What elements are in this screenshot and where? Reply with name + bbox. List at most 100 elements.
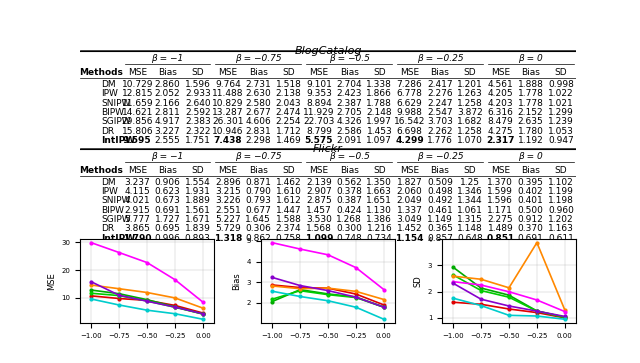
Text: β = −0.75: β = −0.75 [235,54,282,63]
Text: 5.227: 5.227 [215,215,241,224]
Text: 0.611: 0.611 [548,233,574,242]
Text: 11.929: 11.929 [303,108,335,117]
Text: 2.831: 2.831 [245,127,271,136]
Text: 1.568: 1.568 [306,224,332,233]
Text: 22.703: 22.703 [303,117,335,126]
Text: 1.776: 1.776 [427,136,452,145]
Text: 1.671: 1.671 [185,215,211,224]
Text: 1.258: 1.258 [457,127,483,136]
Text: 1.315: 1.315 [457,215,483,224]
Text: 11.659: 11.659 [122,99,153,108]
Text: 0.998: 0.998 [548,80,574,89]
Text: SNIPW: SNIPW [101,196,131,205]
Text: 4.205: 4.205 [488,89,513,98]
Text: Methods: Methods [79,166,123,175]
Text: IntIPW: IntIPW [101,233,135,242]
Text: 1.130: 1.130 [366,205,392,215]
Text: 0.758: 0.758 [276,233,301,242]
Text: 0.623: 0.623 [155,187,180,196]
Text: SD: SD [554,68,567,77]
Text: 0.562: 0.562 [336,178,362,187]
Text: 4.275: 4.275 [488,127,513,136]
Text: 0.947: 0.947 [548,136,573,145]
Text: 0.402: 0.402 [518,187,543,196]
Text: 5.575: 5.575 [305,136,333,145]
Text: 2.551: 2.551 [215,205,241,215]
Text: DR: DR [101,224,114,233]
Text: 0.691: 0.691 [155,205,180,215]
Text: 1.588: 1.588 [276,215,301,224]
Text: 3.237: 3.237 [124,178,150,187]
Text: 3.872: 3.872 [457,108,483,117]
Text: 10.729: 10.729 [122,80,153,89]
Text: 5.729: 5.729 [215,224,241,233]
Text: 0.790: 0.790 [245,187,271,196]
Text: 2.152: 2.152 [518,108,543,117]
Text: 0.996: 0.996 [155,233,180,242]
Text: 0.648: 0.648 [457,233,483,242]
Text: DM: DM [101,80,116,89]
Text: Bias: Bias [340,68,358,77]
Text: 3.865: 3.865 [124,224,150,233]
Text: 2.896: 2.896 [215,178,241,187]
Text: MSE: MSE [400,166,419,175]
Text: 4.606: 4.606 [245,117,271,126]
Text: 1.712: 1.712 [276,127,301,136]
Text: 1.596: 1.596 [488,196,513,205]
Text: 1.053: 1.053 [548,127,574,136]
Text: 2.915: 2.915 [124,205,150,215]
Text: 13.287: 13.287 [212,108,244,117]
Text: 2.166: 2.166 [155,99,180,108]
Text: 1.888: 1.888 [518,80,543,89]
Text: 2.276: 2.276 [427,89,452,98]
Text: 26.301: 26.301 [212,117,244,126]
Text: 2.262: 2.262 [427,127,452,136]
Text: 2.052: 2.052 [155,89,180,98]
Text: 1.198: 1.198 [548,196,574,205]
Text: 0.424: 0.424 [337,205,362,215]
Text: SGIPW: SGIPW [101,117,131,126]
Text: 1.453: 1.453 [367,127,392,136]
Text: IntIPW: IntIPW [101,136,135,145]
Text: 3.227: 3.227 [155,127,180,136]
Text: 9.353: 9.353 [306,89,332,98]
Text: 2.148: 2.148 [367,108,392,117]
Text: 2.091: 2.091 [336,136,362,145]
Text: 3.049: 3.049 [397,215,422,224]
Text: 10.946: 10.946 [212,127,244,136]
Text: 1.518: 1.518 [276,80,301,89]
Text: 16.542: 16.542 [394,117,425,126]
Text: 0.509: 0.509 [427,178,452,187]
Text: 1.022: 1.022 [548,89,573,98]
Text: 1.239: 1.239 [548,117,573,126]
Text: 0.695: 0.695 [155,224,180,233]
Text: 3.226: 3.226 [215,196,241,205]
Text: SGIPW: SGIPW [101,215,131,224]
Text: 1.338: 1.338 [366,80,392,89]
Text: 0.461: 0.461 [427,205,452,215]
Text: Bias: Bias [521,166,540,175]
Text: MSE: MSE [309,166,328,175]
Text: MSE: MSE [309,68,328,77]
Text: Bias: Bias [521,68,540,77]
Text: 1.199: 1.199 [548,187,574,196]
Text: 12.815: 12.815 [122,89,153,98]
Text: Bias: Bias [158,68,177,77]
Text: 0.370: 0.370 [518,224,543,233]
Text: 9.595: 9.595 [123,136,152,145]
Text: 2.423: 2.423 [337,89,362,98]
Text: Bias: Bias [340,166,358,175]
Text: 8.894: 8.894 [306,99,332,108]
Text: β = −0.75: β = −0.75 [235,152,282,160]
Text: SD: SD [373,68,386,77]
Text: SNIPW: SNIPW [101,99,131,108]
Text: 1.931: 1.931 [185,187,211,196]
Text: 1.163: 1.163 [548,224,574,233]
Text: β = −0.25: β = −0.25 [417,152,463,160]
Text: 0.734: 0.734 [367,233,392,242]
Text: 2.254: 2.254 [276,117,301,126]
Text: β = 0: β = 0 [518,152,543,160]
Text: Bias: Bias [249,68,268,77]
Text: 0.748: 0.748 [336,233,362,242]
Text: 6.629: 6.629 [397,99,422,108]
